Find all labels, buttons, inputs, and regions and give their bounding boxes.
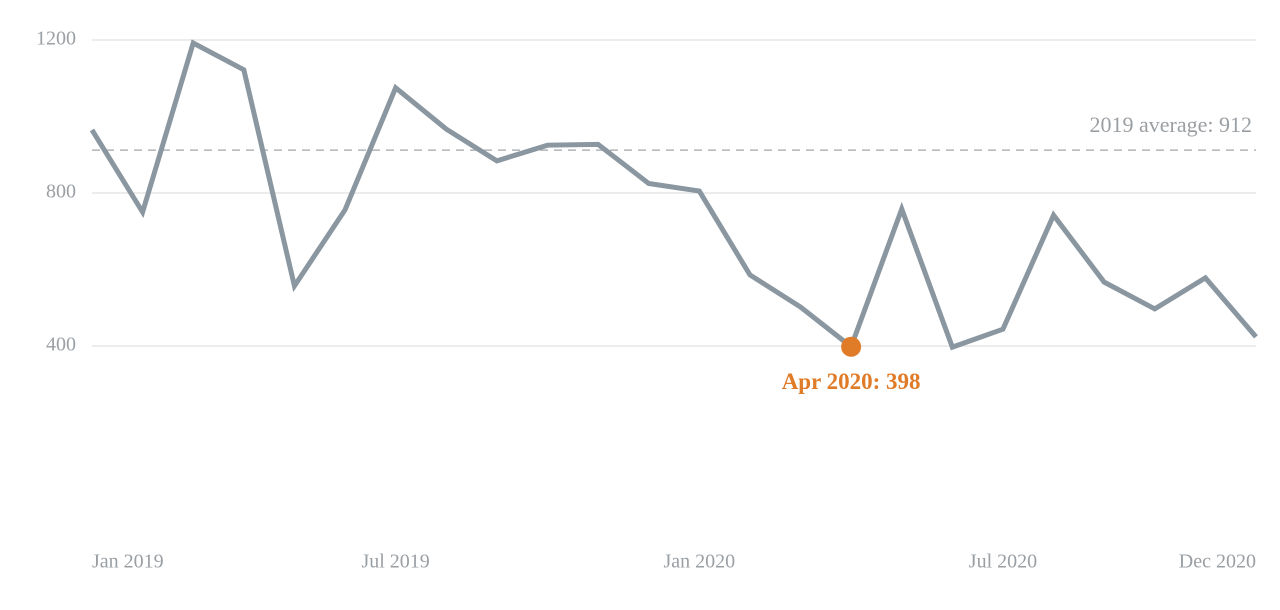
y-tick-label: 800 (46, 181, 76, 203)
x-tick-label: Jul 2020 (969, 551, 1037, 573)
highlight-point (841, 336, 862, 357)
data-line (89, 39, 1258, 351)
x-tick-label: Jul 2019 (361, 551, 429, 573)
reference-label: 2019 average: 912 (1090, 112, 1253, 137)
x-tick-label: Jan 2019 (92, 551, 164, 573)
y-tick-label: 1200 (36, 28, 76, 50)
y-tick-label: 400 (46, 334, 76, 356)
annotation-label: Apr 2020: 398 (782, 369, 921, 394)
x-tick-label: Dec 2020 (1179, 551, 1256, 573)
x-tick-label: Jan 2020 (663, 551, 735, 573)
